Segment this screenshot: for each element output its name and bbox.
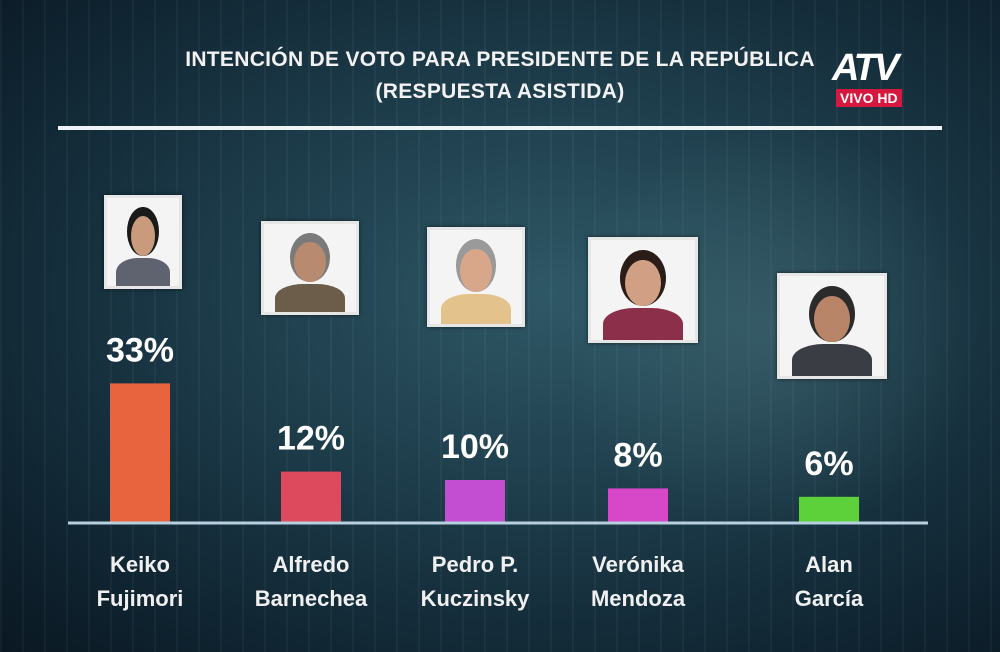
value-label-5: 6%	[804, 445, 853, 483]
bar-5	[799, 496, 859, 522]
category-label-5-line-2: García	[795, 586, 864, 611]
bar-3	[445, 480, 505, 522]
candidate-photo-4	[588, 237, 698, 343]
category-label-3-line-1: Pedro P.	[432, 552, 518, 577]
candidate-photo-1	[104, 195, 182, 289]
category-label-1-line-2: Fujimori	[97, 586, 184, 611]
bar-4	[608, 488, 668, 522]
bar-2	[281, 471, 341, 522]
category-label-2-line-1: Alfredo	[273, 552, 350, 577]
category-label-1-line-1: Keiko	[110, 552, 170, 577]
bar-1	[110, 383, 170, 522]
category-label-3-line-2: Kuczinsky	[421, 586, 531, 611]
value-label-2: 12%	[277, 420, 345, 458]
title-rule	[58, 126, 942, 130]
category-label-4-line-1: Verónika	[592, 552, 684, 577]
value-label-4: 8%	[613, 436, 662, 474]
candidate-photo-5	[777, 273, 887, 379]
candidate-photo-3	[427, 227, 525, 327]
category-label-4-line-2: Mendoza	[591, 586, 686, 611]
chart-title: INTENCIÓN DE VOTO PARA PRESIDENTE DE LA …	[185, 48, 815, 71]
atv-logo: ATV VIVO HD	[832, 48, 918, 120]
live-badge: VIVO HD	[836, 89, 902, 107]
logo-brand: ATV	[832, 47, 899, 89]
candidate-photo-2	[261, 221, 359, 315]
category-label-2-line-2: Barnechea	[255, 586, 368, 611]
chart-subtitle: (RESPUESTA ASISTIDA)	[375, 80, 625, 103]
value-label-3: 10%	[441, 428, 509, 466]
category-label-5-line-1: Alan	[805, 552, 853, 577]
value-label-1: 33%	[106, 331, 174, 369]
